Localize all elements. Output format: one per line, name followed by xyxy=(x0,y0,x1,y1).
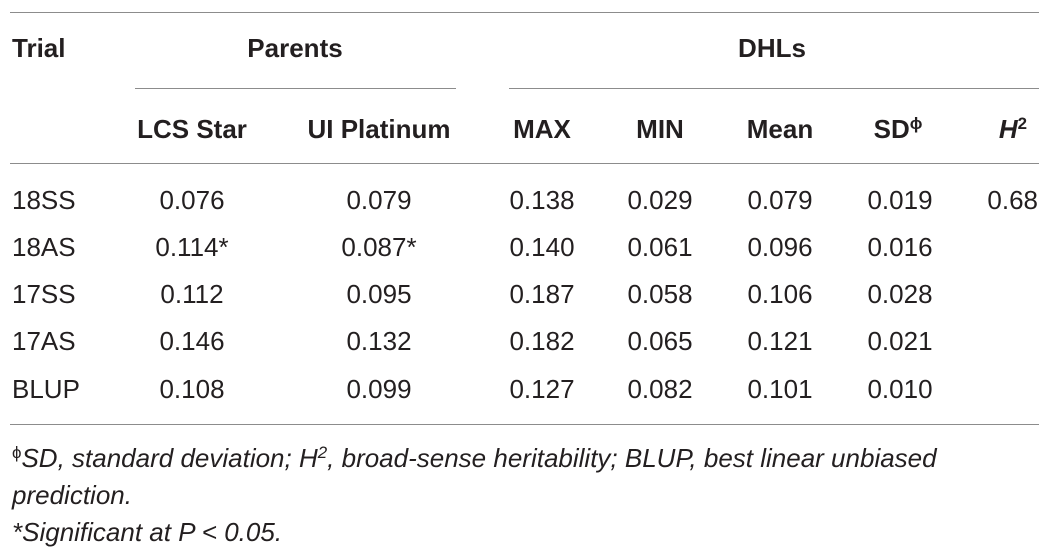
cell-sd: 0.028 xyxy=(867,279,933,309)
footnote-definitions: ϕSD, standard deviation; H2, broad-sense… xyxy=(12,442,937,473)
cell-sd: 0.016 xyxy=(867,232,933,262)
cell-mean: 0.079 xyxy=(747,185,813,215)
cell-lcs-star: 0.146 xyxy=(159,326,225,356)
col-sd-label: SD xyxy=(873,114,910,144)
footnote-line1-a: SD, standard deviation; H xyxy=(21,443,318,473)
cell-sd: 0.021 xyxy=(867,326,933,356)
cell-ui-platinum: 0.087* xyxy=(341,232,417,262)
cell-ui-platinum: 0.095 xyxy=(346,279,412,309)
col-sd-sup: ϕ xyxy=(909,113,923,133)
footnote-h2-sup: 2 xyxy=(317,442,328,462)
footnote-line2: prediction. xyxy=(12,480,132,510)
table-top-rule xyxy=(10,12,1039,13)
cell-sd: 0.019 xyxy=(867,185,933,215)
col-sd: SDϕ xyxy=(873,113,923,144)
parents-group-rule xyxy=(135,88,456,89)
cell-trial: BLUP xyxy=(12,374,80,404)
cell-max: 0.182 xyxy=(509,326,575,356)
col-h-label: H xyxy=(998,114,1018,144)
cell-lcs-star: 0.112 xyxy=(160,279,224,309)
cell-lcs-star: 0.076 xyxy=(159,185,225,215)
col-ui-platinum: UI Platinum xyxy=(307,114,451,144)
cell-ui-platinum: 0.099 xyxy=(346,374,412,404)
cell-ui-platinum: 0.132 xyxy=(346,326,412,356)
cell-lcs-star: 0.114* xyxy=(155,232,229,262)
cell-h2: 0.68 xyxy=(987,185,1038,215)
cell-mean: 0.096 xyxy=(747,232,813,262)
cell-max: 0.187 xyxy=(509,279,575,309)
cell-min: 0.065 xyxy=(627,326,693,356)
footnote-line1-b: , broad-sense heritability; BLUP, best l… xyxy=(327,443,937,473)
col-max: MAX xyxy=(513,114,571,144)
col-h-sup: 2 xyxy=(1017,113,1027,133)
cell-sd: 0.010 xyxy=(867,374,933,404)
col-min: MIN xyxy=(636,114,684,144)
header-bottom-rule xyxy=(10,163,1039,164)
footnote-significance: *Significant at P < 0.05. xyxy=(12,517,283,547)
cell-trial: 17AS xyxy=(12,326,76,356)
footnote-phi-sup: ϕ xyxy=(12,442,22,462)
cell-max: 0.140 xyxy=(509,232,575,262)
header-dhls: DHLs xyxy=(738,33,806,63)
cell-trial: 18AS xyxy=(12,232,76,262)
cell-min: 0.029 xyxy=(627,185,693,215)
cell-mean: 0.106 xyxy=(747,279,813,309)
col-lcs-star: LCS Star xyxy=(137,114,247,144)
cell-trial: 18SS xyxy=(12,185,76,215)
cell-min: 0.061 xyxy=(627,232,693,262)
table-bottom-rule xyxy=(10,424,1039,425)
cell-min: 0.082 xyxy=(627,374,693,404)
dhls-group-rule xyxy=(509,88,1039,89)
cell-trial: 17SS xyxy=(12,279,76,309)
cell-mean: 0.121 xyxy=(747,326,813,356)
header-parents: Parents xyxy=(247,33,343,63)
cell-max: 0.138 xyxy=(509,185,575,215)
col-mean: Mean xyxy=(746,114,814,144)
cell-max: 0.127 xyxy=(509,374,575,404)
cell-lcs-star: 0.108 xyxy=(159,374,225,404)
cell-min: 0.058 xyxy=(627,279,693,309)
cell-ui-platinum: 0.079 xyxy=(346,185,412,215)
col-h2: H2 xyxy=(998,113,1027,144)
cell-mean: 0.101 xyxy=(747,374,813,404)
header-trial: Trial xyxy=(12,33,66,63)
